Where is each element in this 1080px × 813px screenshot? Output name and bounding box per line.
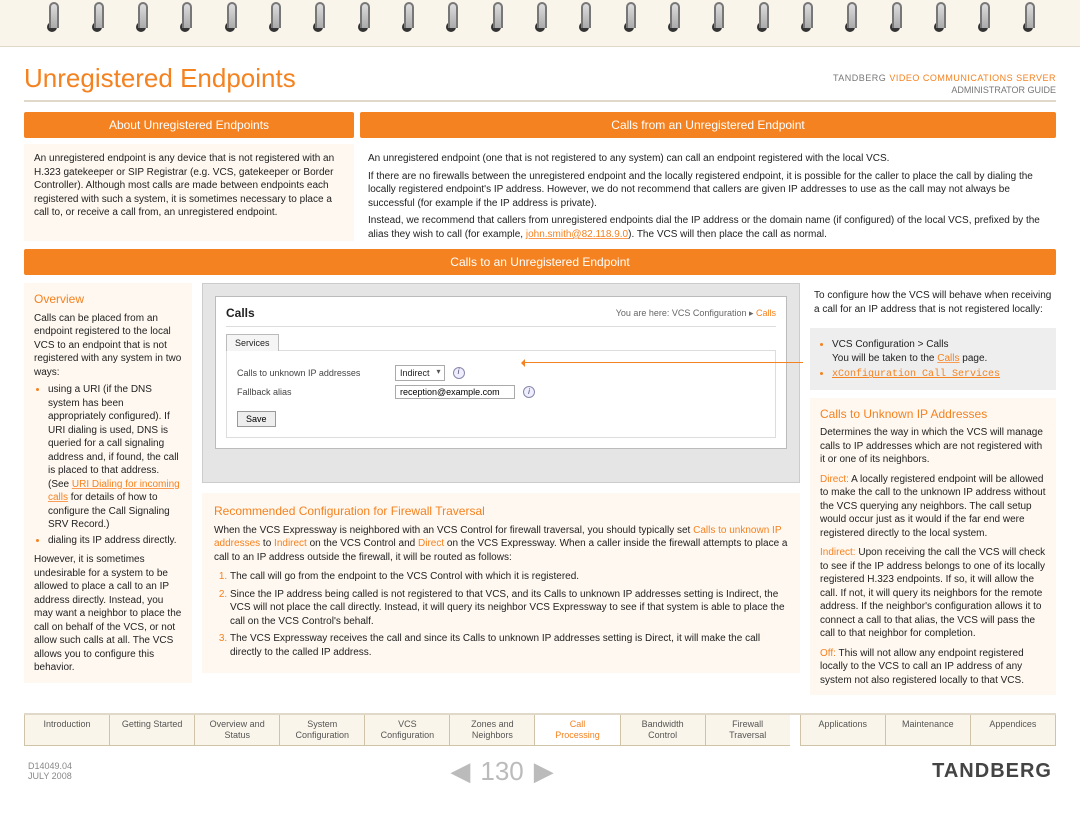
ui-select-unknown-ip[interactable]: Indirect [395, 365, 445, 381]
info-icon[interactable]: i [453, 367, 465, 379]
ui-label-unknown-ip: Calls to unknown IP addresses [237, 367, 387, 379]
info-icon[interactable]: i [523, 386, 535, 398]
ui-label-fallback-alias: Fallback alias [237, 386, 387, 398]
header-product-line: TANDBERG VIDEO COMMUNICATIONS SERVER ADM… [833, 72, 1056, 96]
nav-tab-bandwidth[interactable]: BandwidthControl [620, 715, 705, 746]
right-column: To configure how the VCS will behave whe… [810, 283, 1056, 695]
ui-input-fallback-alias[interactable] [395, 385, 515, 399]
next-page-arrow[interactable]: ▶ [534, 754, 554, 789]
nav-tab-maintenance[interactable]: Maintenance [885, 715, 970, 746]
prev-page-arrow[interactable]: ◀ [450, 754, 470, 789]
banner-calls-to: Calls to an Unregistered Endpoint [24, 249, 1056, 275]
ui-breadcrumb: You are here: VCS Configuration ▸ Calls [616, 307, 776, 319]
overview-box: Overview Calls can be placed from an end… [24, 283, 192, 682]
calls-page-link[interactable]: Calls [937, 353, 959, 364]
nav-tab-getting-started[interactable]: Getting Started [109, 715, 194, 746]
nav-tab-overview-and[interactable]: Overview andStatus [194, 715, 279, 746]
about-text: An unregistered endpoint is any device t… [24, 144, 354, 241]
pager: ◀ 130 ▶ [450, 754, 553, 789]
ui-save-button[interactable]: Save [237, 411, 276, 427]
banner-about: About Unregistered Endpoints [24, 112, 354, 138]
spiral-binding [0, 0, 1080, 46]
nav-tab-zones-and[interactable]: Zones andNeighbors [449, 715, 534, 746]
example-uri-link[interactable]: john.smith@82.118.9.0 [526, 229, 628, 240]
overview-heading: Overview [34, 291, 182, 307]
nav-tab-introduction[interactable]: Introduction [24, 715, 109, 746]
recommended-config-box: Recommended Configuration for Firewall T… [202, 493, 800, 673]
rec-heading: Recommended Configuration for Firewall T… [214, 503, 788, 519]
ui-window-title: Calls [226, 305, 255, 321]
calls-from-text: An unregistered endpoint (one that is no… [364, 144, 1056, 241]
nav-tab-firewall[interactable]: FirewallTraversal [705, 715, 790, 746]
nav-tab-vcs[interactable]: VCSConfiguration [364, 715, 449, 746]
nav-tab-system[interactable]: SystemConfiguration [279, 715, 364, 746]
config-screenshot: Calls You are here: VCS Configuration ▸ … [202, 283, 800, 483]
xconfig-link[interactable]: xConfiguration Call Services [832, 369, 1000, 380]
brand-logo: TANDBERG [932, 758, 1052, 785]
doc-info: D14049.04 JULY 2008 [28, 761, 72, 783]
page-title: Unregistered Endpoints [24, 61, 296, 96]
callout-arrow [523, 362, 803, 363]
page-number: 130 [480, 754, 523, 789]
ui-tab-services[interactable]: Services [226, 334, 279, 351]
nav-tab-applications[interactable]: Applications [800, 715, 885, 746]
nav-tab-appendices[interactable]: Appendices [970, 715, 1056, 746]
bottom-nav: IntroductionGetting StartedOverview andS… [24, 713, 1056, 746]
nav-tab-call[interactable]: CallProcessing [534, 715, 619, 746]
calls-unknown-heading: Calls to Unknown IP Addresses [820, 406, 1046, 422]
banner-calls-from: Calls from an Unregistered Endpoint [360, 112, 1056, 138]
right-nav-box: VCS Configuration > Calls You will be ta… [810, 328, 1056, 390]
